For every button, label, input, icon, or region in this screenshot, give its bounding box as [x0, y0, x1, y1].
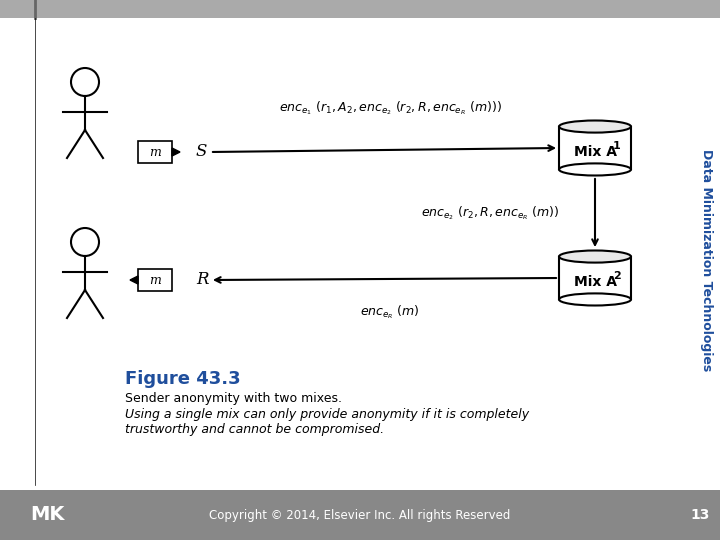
Text: 2: 2	[613, 271, 621, 281]
Ellipse shape	[559, 293, 631, 306]
Text: Sender anonymity with two mixes.: Sender anonymity with two mixes.	[125, 392, 342, 405]
Text: Mix A: Mix A	[574, 145, 616, 159]
Text: trustworthy and cannot be compromised.: trustworthy and cannot be compromised.	[125, 423, 384, 436]
Text: $enc_{e_1}\ (r_1,A_2,enc_{e_2}\ (r_2,R,enc_{e_R}\ (m)))$: $enc_{e_1}\ (r_1,A_2,enc_{e_2}\ (r_2,R,e…	[279, 99, 501, 117]
Polygon shape	[172, 148, 180, 156]
FancyBboxPatch shape	[559, 126, 631, 170]
FancyBboxPatch shape	[693, 18, 720, 490]
Text: 13: 13	[690, 508, 710, 522]
FancyBboxPatch shape	[0, 0, 720, 18]
Text: R: R	[196, 272, 209, 288]
Text: Mix A: Mix A	[574, 275, 616, 289]
Polygon shape	[130, 276, 138, 284]
Text: $enc_{e_R}\ (m)$: $enc_{e_R}\ (m)$	[360, 303, 420, 321]
Text: m: m	[149, 145, 161, 159]
Ellipse shape	[559, 120, 631, 133]
FancyBboxPatch shape	[138, 269, 172, 291]
Text: MK: MK	[30, 505, 64, 524]
Ellipse shape	[559, 251, 631, 262]
Text: $enc_{e_2}\ (r_2,R,enc_{e_R}\ (m))$: $enc_{e_2}\ (r_2,R,enc_{e_R}\ (m))$	[420, 204, 559, 222]
Text: S: S	[196, 144, 207, 160]
Text: Data Minimization Technologies: Data Minimization Technologies	[701, 149, 714, 371]
Text: m: m	[149, 273, 161, 287]
FancyBboxPatch shape	[138, 141, 172, 163]
Ellipse shape	[559, 164, 631, 176]
Text: Figure 43.3: Figure 43.3	[125, 370, 240, 388]
Text: 1: 1	[613, 141, 621, 151]
Text: Using a single mix can only provide anonymity if it is completely: Using a single mix can only provide anon…	[125, 408, 529, 421]
FancyBboxPatch shape	[0, 490, 720, 540]
Text: Copyright © 2014, Elsevier Inc. All rights Reserved: Copyright © 2014, Elsevier Inc. All righ…	[210, 509, 510, 522]
FancyBboxPatch shape	[559, 256, 631, 300]
